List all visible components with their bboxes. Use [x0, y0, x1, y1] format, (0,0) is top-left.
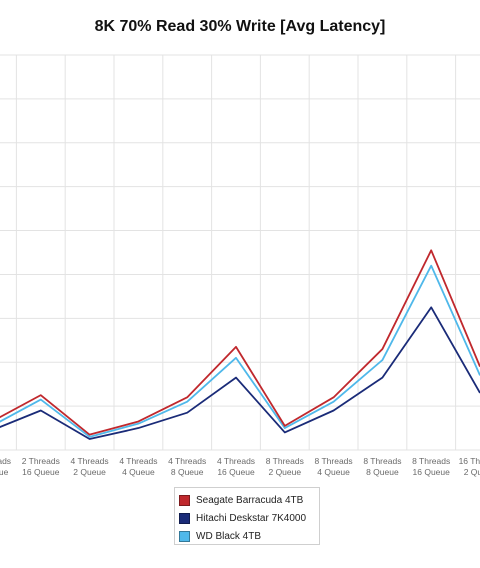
- x-tick-label: 8 Threads 8 Queue: [363, 456, 401, 477]
- x-tick-label: 2 Threads 16 Queue: [22, 456, 60, 477]
- x-tick-label: 8 Threads 16 Queue: [412, 456, 450, 477]
- series-lines: [0, 249, 480, 440]
- series-line-1: [0, 306, 480, 440]
- x-tick-label: 4 Threads 8 Queue: [168, 456, 206, 477]
- series-line-2: [0, 264, 480, 438]
- legend-label: WD Black 4TB: [196, 530, 262, 542]
- legend: Seagate Barracuda 4TB Hitachi Deskstar 7K…: [174, 487, 320, 545]
- x-tick-label: 4 Threads 2 Queue: [71, 456, 109, 477]
- legend-swatch: [179, 494, 190, 506]
- legend-label: Hitachi Deskstar 7K4000: [196, 512, 307, 524]
- x-tick-label: 4 Threads 16 Queue: [217, 456, 255, 477]
- legend-swatch: [179, 512, 190, 524]
- x-tick-label: 4 Threads 4 Queue: [119, 456, 157, 477]
- legend-item: WD Black 4TB: [179, 527, 319, 545]
- chart-title: 8K 70% Read 30% Write [Avg Latency]: [94, 18, 386, 35]
- legend-item: Seagate Barracuda 4TB: [179, 491, 319, 509]
- legend-item: Hitachi Deskstar 7K4000: [179, 509, 319, 527]
- series-line-0: [0, 249, 480, 436]
- x-tick-label: 8 Threads 4 Queue: [315, 456, 353, 477]
- legend-swatch: [179, 530, 190, 542]
- x-tick-label: 8 Threads 2 Queue: [266, 456, 304, 477]
- grid: [0, 54, 480, 451]
- legend-label: Seagate Barracuda 4TB: [196, 494, 304, 506]
